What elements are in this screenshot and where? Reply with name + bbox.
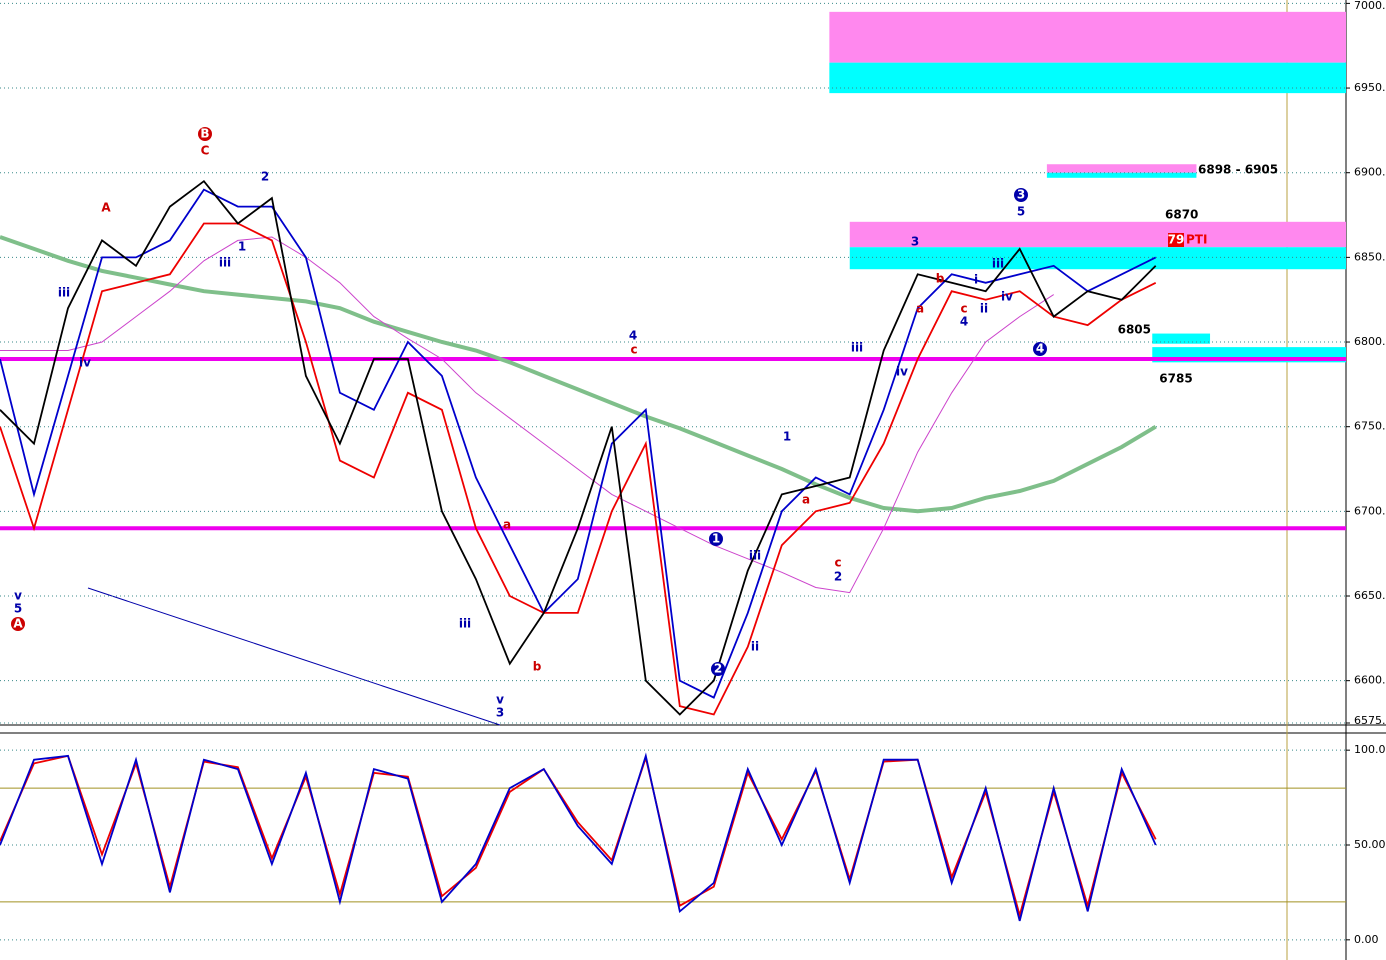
wave-label: c <box>630 343 637 357</box>
wave-label: 1 <box>783 430 791 444</box>
wave-label: B <box>200 127 209 141</box>
zone <box>849 221 1346 248</box>
wave-label: 3 <box>911 235 919 249</box>
wave-label: 3 <box>1017 188 1025 202</box>
wave-label: 4 <box>960 315 968 329</box>
wave-badge <box>1033 342 1047 356</box>
pti-box <box>1168 233 1184 247</box>
wave-label: A <box>13 617 23 631</box>
wave-label: ii <box>980 302 988 316</box>
y-tick-label: 0.00 <box>1354 933 1379 946</box>
wave-label: c <box>834 556 841 570</box>
wave-label: iii <box>219 256 231 270</box>
y-tick-label: 6575. <box>1354 714 1386 727</box>
wave-label: a <box>802 493 810 507</box>
zone <box>829 11 1346 63</box>
y-tick-label: 7000. <box>1354 0 1386 12</box>
wave-label: A <box>101 201 111 215</box>
wave-label: iii <box>459 617 471 631</box>
zone <box>829 62 1346 94</box>
wave-label: a <box>916 302 924 316</box>
zone <box>1046 164 1197 173</box>
series-line <box>0 222 1157 716</box>
y-tick-label: 100.00 <box>1354 743 1386 756</box>
wave-label: 4 <box>1036 342 1044 356</box>
y-tick-label: 6850. <box>1354 250 1386 263</box>
zone <box>849 247 1346 270</box>
series-line <box>0 179 1157 716</box>
wave-label: iv <box>79 356 91 370</box>
series-line <box>0 752 1157 922</box>
wave-badge <box>709 532 723 546</box>
price-label: PTI <box>1186 233 1207 247</box>
wave-badge <box>1014 188 1028 202</box>
wave-label: b <box>936 272 945 286</box>
wave-label: C <box>201 144 210 158</box>
wave-label: 2 <box>261 170 269 184</box>
price-label: 6898 - 6905 <box>1198 163 1278 177</box>
wave-label: i <box>974 273 978 287</box>
wave-label: v <box>496 693 504 707</box>
wave-badge <box>198 127 212 141</box>
series-line <box>0 235 1157 514</box>
wave-label: iii <box>851 341 863 355</box>
zone <box>1152 333 1211 344</box>
wave-label: c <box>960 302 967 316</box>
y-tick-label: 6600. <box>1354 674 1386 687</box>
wave-label: 2 <box>834 570 842 584</box>
wave-label: 5 <box>1017 205 1025 219</box>
price-label: 6785 <box>1159 372 1192 386</box>
wave-label: v <box>14 589 22 603</box>
y-tick-label: 6750. <box>1354 420 1386 433</box>
wave-label: 5 <box>14 602 22 616</box>
price-label: 6870 <box>1165 208 1198 222</box>
zone <box>1046 172 1197 178</box>
y-tick-label: 50.00 <box>1354 838 1386 851</box>
price-label: 79 <box>1168 233 1185 247</box>
y-tick-label: 6950. <box>1354 81 1386 94</box>
wave-label: ii <box>751 640 759 654</box>
y-tick-label: 6900. <box>1354 166 1386 179</box>
y-tick-label: 6800. <box>1354 335 1386 348</box>
y-tick-label: 6650. <box>1354 589 1386 602</box>
series-line <box>0 188 1157 699</box>
wave-label: iii <box>749 549 761 563</box>
wave-label: b <box>533 660 542 674</box>
wave-label: a <box>503 518 511 532</box>
wave-label: 3 <box>496 706 504 720</box>
wave-label: 4 <box>629 329 637 343</box>
wave-label: 2 <box>714 662 722 676</box>
wave-label: 1 <box>712 532 720 546</box>
price-label: 6805 <box>1118 323 1151 337</box>
wave-label: iv <box>1001 290 1013 304</box>
wave-badge <box>711 662 725 676</box>
trendline <box>87 587 501 726</box>
series-line <box>0 236 1054 594</box>
y-tick-label: 6700. <box>1354 504 1386 517</box>
wave-label: iii <box>992 257 1004 271</box>
wave-badge <box>11 617 25 631</box>
wave-label: iii <box>58 286 70 300</box>
wave-label: iv <box>896 365 908 379</box>
wave-label: 1 <box>238 240 246 254</box>
